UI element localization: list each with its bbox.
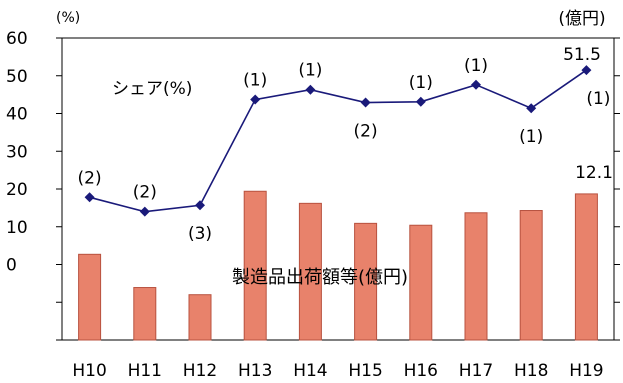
rank-label: (2) xyxy=(133,183,157,203)
rank-label: (1) xyxy=(243,71,267,91)
share-marker xyxy=(415,96,426,107)
bar xyxy=(298,202,322,341)
y-tick-label: 60 xyxy=(6,29,28,49)
rank-label: (1) xyxy=(586,89,610,109)
y-tick-label: 0 xyxy=(6,256,17,276)
y-tick-label: 20 xyxy=(6,180,28,200)
x-tick-label: H18 xyxy=(514,361,548,381)
rank-label: (1) xyxy=(519,127,543,147)
x-tick-label: H16 xyxy=(404,361,438,381)
bar xyxy=(188,294,212,341)
bar xyxy=(519,210,543,341)
share-marker xyxy=(526,103,537,114)
share-marker xyxy=(581,65,592,76)
rank-label: (1) xyxy=(409,73,433,93)
share-marker xyxy=(84,192,95,203)
bar xyxy=(409,224,433,341)
share-marker xyxy=(305,84,316,95)
x-tick-label: H13 xyxy=(238,361,272,381)
bar xyxy=(354,222,378,341)
left-axis-unit: (%) xyxy=(56,10,80,26)
rank-label: (1) xyxy=(464,56,488,76)
bar xyxy=(78,253,102,341)
share-marker xyxy=(195,200,205,211)
bar xyxy=(243,190,267,341)
rank-label: (2) xyxy=(78,168,102,188)
share-line xyxy=(89,69,587,213)
rank-label: (3) xyxy=(188,224,212,244)
y-tick-label: 30 xyxy=(6,142,28,162)
right-axis-unit: (億円) xyxy=(558,9,605,29)
bar-series-label: 製造品出荷額等(億円) xyxy=(232,267,408,288)
share-marker xyxy=(471,79,481,90)
bar xyxy=(133,287,157,341)
x-tick-label: H12 xyxy=(183,361,217,381)
rank-label: (1) xyxy=(298,61,322,81)
bar xyxy=(464,212,488,341)
rank-label: (2) xyxy=(354,122,378,142)
x-tick-label: H15 xyxy=(348,361,382,381)
bar xyxy=(574,193,598,341)
x-tick-label: H11 xyxy=(128,361,162,381)
share-marker xyxy=(360,97,371,108)
line-series-label: シェア(%) xyxy=(112,79,192,99)
x-tick-label: H10 xyxy=(72,361,106,381)
y-tick-label: 10 xyxy=(6,218,28,238)
share-marker xyxy=(250,94,261,105)
y-tick-label: 40 xyxy=(6,105,28,125)
bar-value-label-h19: 12.1 xyxy=(575,163,613,183)
line-value-label-h19: 51.5 xyxy=(563,45,601,65)
x-tick-label: H14 xyxy=(293,361,327,381)
share-marker xyxy=(139,206,150,217)
y-tick-label: 50 xyxy=(6,67,28,87)
x-tick-label: H19 xyxy=(569,361,603,381)
x-tick-label: H17 xyxy=(459,361,493,381)
